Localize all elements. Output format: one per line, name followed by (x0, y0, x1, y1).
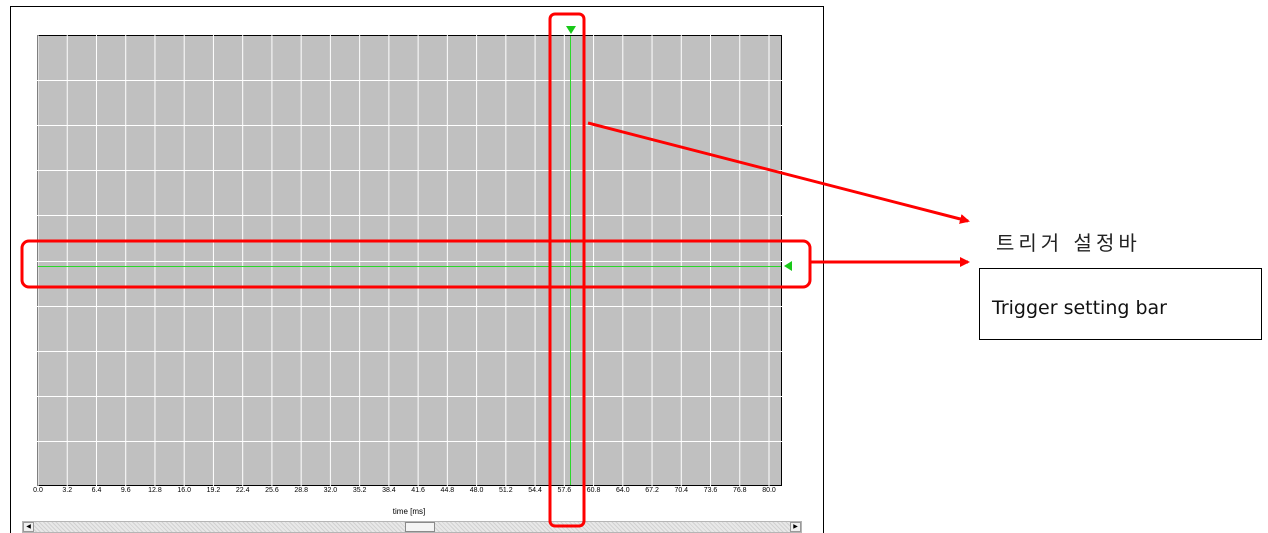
horizontal-trigger-bar[interactable] (38, 266, 781, 267)
horizontal-trigger-marker-icon[interactable] (784, 261, 792, 271)
vertical-highlight-box (548, 12, 586, 528)
x-axis-label: time [ms] (392, 507, 426, 516)
plot-area[interactable] (37, 35, 782, 486)
horizontal-highlight-box (20, 239, 812, 289)
scroll-thumb[interactable] (405, 522, 435, 532)
scroll-left-arrow-icon[interactable]: ◀ (23, 522, 34, 532)
trigger-setting-bar-korean-label: 트리거 설정바 (996, 231, 1141, 255)
vertical-trigger-bar[interactable] (570, 36, 571, 485)
scroll-right-arrow-icon[interactable]: ▶ (790, 522, 801, 532)
trigger-setting-bar-caption-box: Trigger setting bar (979, 268, 1262, 340)
arrow-to-vertical-bar (587, 121, 970, 224)
plot-grid (37, 35, 782, 486)
trigger-setting-bar-caption: Trigger setting bar (992, 297, 1167, 319)
vertical-trigger-marker-icon[interactable] (566, 26, 576, 34)
